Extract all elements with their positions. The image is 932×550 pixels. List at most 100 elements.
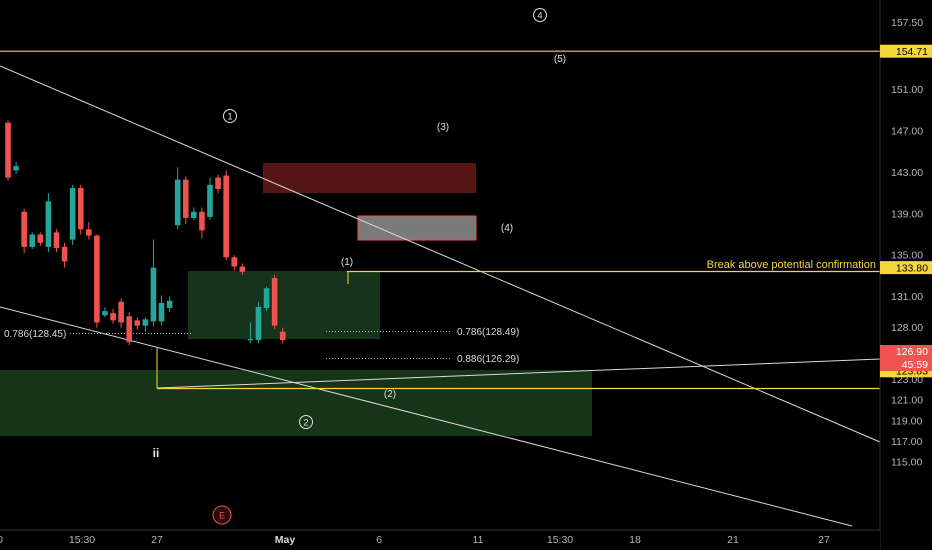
candle[interactable] [199, 207, 205, 239]
price-tick-label: 131.00 [891, 291, 923, 303]
candle[interactable] [239, 263, 246, 275]
price-tick-label: 128.00 [891, 322, 923, 334]
upper-trendline[interactable] [0, 65, 881, 443]
lower-trendline[interactable] [0, 306, 853, 527]
candle-body [61, 246, 68, 262]
candle-body [271, 277, 278, 326]
candle-body [53, 232, 60, 248]
price-tick-label: 139.00 [891, 208, 923, 220]
level-tag-bg [880, 261, 932, 275]
candle[interactable] [223, 170, 229, 261]
candle[interactable] [158, 295, 165, 326]
candle-body [182, 179, 189, 218]
candle[interactable] [174, 167, 181, 230]
candle-body [94, 235, 100, 323]
candle[interactable] [207, 177, 213, 221]
current-price-value: 126.90 [896, 346, 928, 358]
candle[interactable] [279, 327, 286, 344]
price-tick-label: 121.00 [891, 395, 923, 407]
candle[interactable] [271, 274, 278, 329]
candle-body [150, 267, 157, 322]
annotations: 0.786(128.45) 0.786(128.49) 0.886(126.29… [4, 8, 876, 525]
candle[interactable] [231, 255, 238, 271]
price-tick-label: 147.00 [891, 126, 923, 138]
candle[interactable] [77, 184, 84, 235]
candle[interactable] [5, 120, 11, 181]
candle[interactable] [142, 317, 149, 332]
time-label-0: 0 [0, 534, 3, 546]
candle[interactable] [69, 184, 76, 245]
candle[interactable] [13, 162, 19, 175]
candle[interactable] [215, 174, 221, 194]
candle[interactable] [263, 286, 270, 312]
candle-body [126, 316, 132, 343]
time-label-11: 11 [473, 534, 484, 546]
candle-body [158, 302, 165, 322]
price-axis[interactable]: 157.50 151.00 147.00 143.00 139.00 135.00 131.… [879, 0, 932, 550]
candle-body [215, 177, 221, 189]
candle[interactable] [247, 322, 254, 344]
event-circle-icon[interactable] [212, 505, 232, 525]
candle[interactable] [255, 301, 262, 344]
candle[interactable] [53, 229, 60, 253]
event-label: E [219, 511, 225, 521]
candle[interactable] [102, 306, 108, 318]
price-tick-label: 117.00 [891, 436, 922, 448]
candle-body [5, 122, 11, 178]
candle-body [207, 184, 213, 217]
candle-body [86, 229, 92, 236]
candle[interactable] [61, 242, 68, 268]
candle[interactable] [21, 208, 27, 254]
wave-3-paren: (3) [437, 122, 449, 133]
demand-zone-upper [188, 271, 380, 339]
candle-body [239, 266, 246, 272]
candle[interactable] [134, 317, 141, 330]
wave-1-circle-icon [223, 109, 237, 123]
fib-label-0886: 0.886(126.29) [457, 354, 519, 365]
candle[interactable] [182, 176, 189, 225]
candle-body [21, 211, 27, 247]
candle-body [174, 179, 181, 226]
candle-body [29, 234, 36, 247]
wave-1-paren: (1) [341, 257, 353, 268]
candle[interactable] [37, 232, 44, 246]
candle[interactable] [94, 234, 100, 328]
current-price-tag: 126.90 45:59 [880, 345, 932, 371]
time-label-27b: 27 [818, 534, 830, 546]
supply-zone [263, 163, 476, 193]
candle[interactable] [126, 312, 132, 346]
price-tick-label: 151.00 [891, 84, 923, 96]
candle[interactable] [29, 232, 36, 249]
candle[interactable] [110, 309, 116, 324]
candle[interactable] [45, 193, 52, 253]
wave-2-circled: 2 [299, 415, 313, 429]
candle[interactable] [166, 296, 173, 313]
time-label-18: 18 [629, 534, 641, 546]
fib-label-left: 0.786(128.45) [4, 329, 66, 340]
candle-body [69, 187, 76, 240]
candle[interactable] [191, 207, 197, 221]
candle-body [191, 211, 197, 218]
event-marker[interactable]: E [212, 505, 232, 525]
candle-body [110, 313, 116, 321]
wave-5-paren: (5) [554, 54, 566, 65]
candle[interactable] [118, 298, 124, 328]
rising-trendline[interactable] [156, 358, 881, 389]
time-axis[interactable]: 0 15:30 27 May 6 11 15:30 18 21 27 [0, 529, 880, 550]
target-box[interactable] [357, 215, 477, 241]
time-label-21: 21 [727, 534, 739, 546]
candle-body [45, 201, 52, 247]
wave-4-circle-icon [533, 8, 547, 22]
candle-body [166, 300, 173, 308]
candle[interactable] [150, 239, 157, 327]
level-segments [156, 270, 880, 390]
wave-4-paren: (4) [501, 223, 513, 234]
candle-body [118, 301, 124, 323]
wave-2-circle-icon [299, 415, 313, 429]
candle[interactable] [86, 222, 92, 240]
level-tag-value: 154.71 [896, 46, 928, 58]
candle-body [199, 211, 205, 231]
candle-body [263, 288, 270, 308]
demand-zone-lower [0, 370, 592, 436]
